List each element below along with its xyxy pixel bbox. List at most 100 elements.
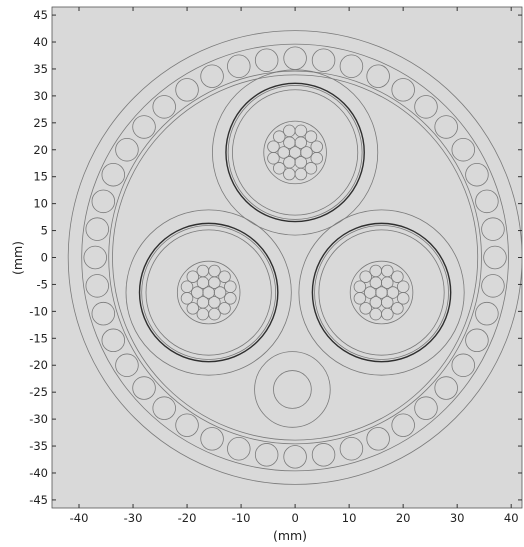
x-axis-label: (mm) — [273, 528, 307, 543]
y-tick-label: 25 — [33, 116, 48, 130]
armour-wire — [132, 115, 156, 139]
armour-wire — [101, 162, 126, 187]
conductor-strand — [218, 270, 231, 283]
y-tick-label: 40 — [33, 35, 48, 49]
core-1-layer-3 — [145, 229, 272, 356]
armour-wire — [85, 274, 109, 298]
y-tick-label: -45 — [29, 493, 48, 507]
core-1-layer-4 — [176, 260, 241, 325]
armour-wire — [132, 376, 156, 400]
core-2-layer-1 — [311, 222, 452, 363]
armour-wire — [434, 115, 458, 139]
armour-wire — [465, 328, 489, 353]
y-tick-label: -35 — [29, 439, 48, 453]
y-tick-label: -15 — [29, 331, 48, 345]
conductor-strand — [310, 152, 323, 165]
conductor-strand — [391, 302, 404, 315]
conductor-strand — [273, 162, 286, 175]
armour-wire — [475, 189, 499, 214]
armour-wire — [465, 162, 489, 187]
core-2-layer-0 — [298, 209, 465, 376]
inner-sheath-circle-0 — [108, 70, 482, 445]
core-1-layer-0 — [125, 209, 292, 376]
conductor-strand — [208, 307, 221, 321]
armour-wire — [175, 413, 199, 437]
armour-wire — [311, 48, 336, 72]
armour-wire — [254, 443, 279, 467]
conductor-strand — [386, 286, 400, 299]
y-tick-label: -10 — [29, 304, 48, 318]
armour-wire — [91, 189, 116, 214]
y-tick-label: 45 — [33, 8, 48, 22]
conductor-strand — [186, 270, 200, 283]
armour-wire — [283, 445, 307, 469]
y-tick-label: 0 — [41, 251, 48, 265]
conductor-strand — [267, 152, 280, 165]
y-tick-label: 10 — [33, 197, 48, 211]
armour-wire — [115, 353, 139, 378]
y-tick-label: -5 — [37, 277, 48, 291]
armour-wire — [311, 443, 336, 467]
conductor-strand — [186, 302, 200, 315]
conductor-strand — [300, 146, 313, 159]
armour-wire — [366, 64, 390, 88]
conductor-strand — [218, 302, 231, 315]
armour-wire — [475, 301, 499, 326]
y-tick-label: -40 — [29, 466, 48, 480]
y-axis-label: (mm) — [10, 241, 25, 275]
armour-wire — [391, 413, 415, 437]
armour-wire — [254, 48, 279, 72]
conductor-strand — [283, 124, 296, 138]
armour-wire — [339, 54, 364, 78]
armour-wire — [434, 376, 458, 400]
outer-sheath-circle-1 — [81, 43, 509, 472]
armour-wire — [85, 217, 109, 241]
conductor-strand — [304, 162, 318, 175]
x-tick-label: -30 — [124, 511, 143, 525]
conductor-strand — [359, 270, 372, 283]
conductor-strand — [277, 146, 290, 159]
armour-wire — [200, 64, 224, 88]
armour-wire — [227, 54, 251, 78]
conductor-strand — [353, 292, 367, 305]
armour-wire — [414, 95, 438, 119]
x-tick-label: 40 — [504, 511, 519, 525]
armour-wire — [481, 217, 505, 241]
core-0-layer-4 — [263, 120, 327, 185]
core-2-layer-4 — [349, 260, 414, 325]
conductor-strand — [273, 130, 286, 143]
armour-wire — [115, 138, 139, 162]
armour-wire — [91, 301, 116, 326]
y-tick-label: 5 — [41, 224, 48, 238]
y-tick-label: -30 — [29, 412, 48, 426]
conductor-strand — [180, 292, 194, 305]
fibre-unit-circle-0 — [254, 351, 331, 428]
conductor-strand — [224, 292, 237, 305]
y-tick-label: -20 — [29, 358, 48, 372]
core-0-layer-3 — [232, 89, 359, 216]
conductor-strand — [196, 264, 210, 278]
conductor-strand — [213, 286, 227, 299]
armour-wire — [339, 437, 364, 461]
plot-background — [51, 6, 523, 509]
x-tick-label: 0 — [291, 511, 298, 525]
armour-wire — [366, 427, 390, 451]
armour-wire — [175, 78, 199, 102]
x-tick-label: -40 — [70, 511, 89, 525]
x-tick-label: 10 — [342, 511, 357, 525]
conductor-strand — [363, 286, 377, 299]
conductor-strand — [191, 286, 204, 299]
conductor-strand — [294, 167, 308, 181]
armour-wire — [414, 396, 438, 420]
armour-wire — [152, 396, 176, 420]
armour-wire — [83, 245, 107, 270]
y-tick-label: 15 — [33, 170, 48, 184]
x-tick-label: -10 — [232, 511, 251, 525]
armour-wire — [391, 78, 415, 102]
conductor-strand — [391, 270, 404, 283]
x-tick-label: 30 — [450, 511, 465, 525]
conductor-strand — [369, 264, 382, 278]
core-0-layer-1 — [225, 82, 365, 223]
y-tick-label: 30 — [33, 89, 48, 103]
